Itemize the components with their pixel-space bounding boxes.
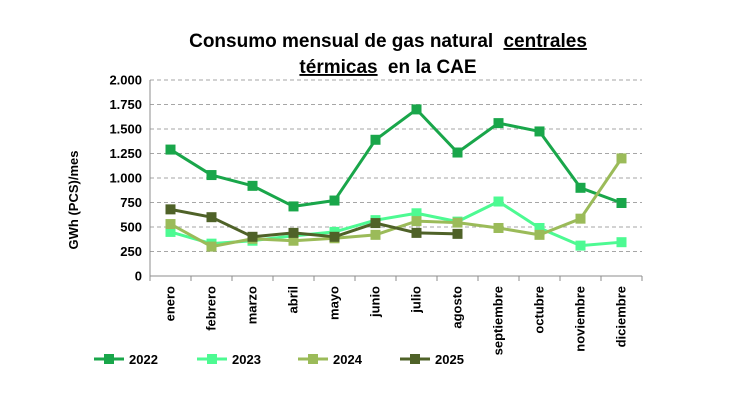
data-point-2025: [370, 218, 381, 229]
title-line-2-underlined: térmicas: [299, 57, 377, 78]
y-tick-label: 500: [120, 220, 142, 235]
legend: 2022 2023 2024 2025: [94, 352, 464, 367]
legend-label: 2022: [129, 352, 158, 367]
y-tick-label: 1.000: [109, 171, 142, 186]
x-tick-labels: enero febrero marzo abril mayo junio julio agos…: [163, 286, 629, 355]
data-point-2023: [616, 237, 627, 248]
legend-item-2025: 2025: [400, 352, 464, 367]
data-point-2024: [616, 153, 627, 164]
title-line-1-underlined: centrales: [503, 31, 586, 52]
x-tick-label: marzo: [245, 286, 260, 324]
data-point-2024: [165, 219, 176, 230]
data-point-2022: [616, 197, 627, 208]
x-tick-label: julio: [409, 286, 424, 314]
data-point-2022: [411, 104, 422, 115]
y-tick-label: 2.000: [109, 73, 142, 88]
data-point-2025: [247, 231, 258, 242]
x-tick-label: septiembre: [491, 286, 506, 355]
data-point-2022: [370, 134, 381, 145]
legend-label: 2024: [333, 352, 363, 367]
data-point-2025: [411, 227, 422, 238]
series-line-2023: [170, 200, 622, 248]
y-tick-label: 0: [135, 269, 142, 284]
data-point-2025: [165, 204, 176, 215]
y-tick-label: 1.500: [109, 122, 142, 137]
data-point-2023: [534, 222, 545, 233]
data-point-2025: [452, 228, 463, 239]
x-tick-label: enero: [163, 286, 178, 321]
chart-title: Consumo mensual de gas natural centrales…: [189, 31, 587, 78]
x-tick-label: noviembre: [573, 286, 588, 352]
x-tick-label: mayo: [327, 286, 342, 320]
data-point-2022: [288, 201, 299, 212]
series-2025: [165, 204, 463, 242]
data-point-2022: [247, 180, 258, 191]
legend-swatch-marker: [104, 354, 114, 364]
series-2022: [165, 104, 627, 212]
data-point-2022: [575, 182, 586, 193]
series-line-2022: [169, 107, 623, 208]
chart-title-line-1: Consumo mensual de gas natural centrales: [189, 31, 587, 52]
data-point-2023: [575, 240, 586, 251]
x-tick-label: febrero: [204, 286, 219, 331]
y-tick-label: 1.250: [109, 146, 142, 161]
data-point-2022: [165, 144, 176, 155]
legend-item-2024: 2024: [298, 352, 363, 367]
legend-swatch-marker: [308, 354, 318, 364]
y-tick-label: 1.750: [109, 97, 142, 112]
data-point-2024: [575, 213, 586, 224]
grid-lines: [150, 79, 642, 252]
y-axis-label: GWh (PCS)/mes: [66, 151, 81, 250]
data-point-2022: [452, 147, 463, 158]
legend-label: 2025: [435, 352, 464, 367]
data-point-2024: [370, 229, 381, 240]
data-point-2025: [329, 231, 340, 242]
data-point-2023: [165, 226, 176, 237]
axes: [149, 80, 643, 281]
title-line-1-text: Consumo mensual de gas natural: [189, 31, 493, 52]
x-tick-label: diciembre: [614, 286, 629, 347]
data-point-2024: [493, 222, 504, 233]
y-tick-label: 750: [120, 195, 142, 210]
data-point-2024: [206, 241, 217, 252]
data-point-2022: [534, 126, 545, 137]
legend-swatch-marker: [410, 354, 420, 364]
x-tick-label: agosto: [450, 286, 465, 329]
series-lines: [165, 104, 627, 252]
title-line-2-text: en la CAE: [388, 57, 477, 78]
data-point-2025: [206, 212, 217, 223]
y-tick-labels: 0 250 500 750 1.000 1.250 1.500 1.750 2.000: [109, 73, 142, 284]
legend-item-2022: 2022: [94, 352, 158, 367]
x-tick-label: octubre: [532, 286, 547, 334]
data-point-2023: [493, 196, 504, 207]
data-point-2022: [493, 118, 504, 129]
x-tick-label: junio: [368, 286, 383, 318]
data-point-2022: [329, 195, 340, 206]
y-tick-label: 250: [120, 244, 142, 259]
legend-swatch-marker: [207, 354, 217, 364]
data-point-2024: [452, 217, 463, 228]
x-tick-label: abril: [286, 286, 301, 313]
data-point-2025: [288, 227, 299, 238]
data-point-2023: [411, 208, 422, 219]
data-point-2024: [411, 216, 422, 227]
data-point-2024: [534, 229, 545, 240]
series-line-2025: [170, 207, 458, 239]
legend-item-2023: 2023: [197, 352, 261, 367]
data-point-2024: [288, 235, 299, 246]
legend-label: 2023: [232, 352, 261, 367]
data-point-2022: [206, 170, 217, 181]
chart-title-line-2: térmicas en la CAE: [299, 57, 476, 78]
